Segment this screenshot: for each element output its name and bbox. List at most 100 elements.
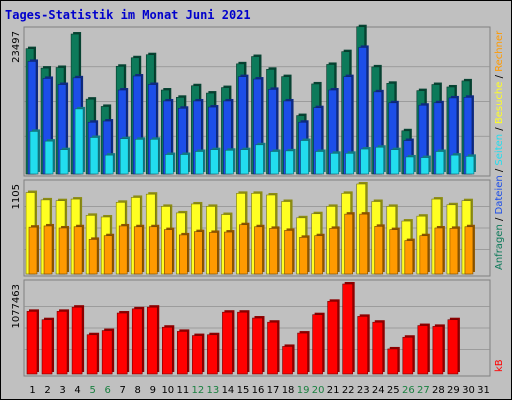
bar-seiten-15 xyxy=(240,147,251,175)
bar-seiten-21 xyxy=(330,151,341,175)
kb-panel: 1077463 xyxy=(11,279,491,377)
legend-part: Rechner xyxy=(494,30,505,72)
bar-kb-16 xyxy=(252,316,265,375)
bar-kb-19 xyxy=(297,331,310,375)
x-tick-label: 9 xyxy=(150,385,156,396)
bar-seiten-14 xyxy=(225,148,236,175)
bar-kb-8 xyxy=(131,306,145,375)
bar-rechner-16 xyxy=(254,224,265,275)
x-tick-label: 4 xyxy=(74,385,80,396)
bar-seiten-13 xyxy=(210,147,221,175)
x-tick-label: 17 xyxy=(267,385,280,396)
bar-seiten-1 xyxy=(29,129,40,175)
legend-part: / xyxy=(494,214,505,224)
requests-panel: 23497 xyxy=(11,24,491,177)
bar-seiten-16 xyxy=(255,142,266,175)
x-tick-label: 31 xyxy=(477,385,490,396)
bar-kb-25 xyxy=(387,346,400,375)
bar-kb-21 xyxy=(327,299,340,375)
bar-seiten-27 xyxy=(420,155,431,175)
bar-kb-1 xyxy=(26,309,39,375)
x-tick-label: 19 xyxy=(297,385,310,396)
bar-kb-22 xyxy=(342,282,355,375)
bar-seiten-3 xyxy=(59,147,71,175)
x-tick-label: 28 xyxy=(432,385,445,396)
bar-rechner-18 xyxy=(284,228,295,275)
x-tick-label: 24 xyxy=(372,385,385,396)
bar-seiten-17 xyxy=(270,149,281,175)
bar-rechner-20 xyxy=(314,233,325,275)
bar-kb-6 xyxy=(101,328,115,375)
x-tick-label: 7 xyxy=(120,385,126,396)
x-tick-label: 13 xyxy=(207,385,220,396)
bar-seiten-12 xyxy=(195,149,206,175)
x-tick-label: 11 xyxy=(176,385,189,396)
x-tick-label: 3 xyxy=(59,385,65,396)
bar-kb-7 xyxy=(116,311,130,375)
x-tick-label: 5 xyxy=(89,385,95,396)
x-tick-label: 18 xyxy=(282,385,295,396)
bar-seiten-20 xyxy=(315,149,326,175)
bar-kb-29 xyxy=(447,317,460,375)
bar-rechner-7 xyxy=(118,223,130,275)
y-max-label: 1077463 xyxy=(11,284,22,329)
bar-seiten-7 xyxy=(119,136,131,175)
legend-part: / xyxy=(494,166,505,176)
bar-rechner-5 xyxy=(88,237,100,275)
bar-kb-20 xyxy=(312,312,325,375)
x-tick-label: 20 xyxy=(312,385,325,396)
bar-rechner-14 xyxy=(224,230,235,275)
bar-seiten-18 xyxy=(285,148,296,175)
bar-seiten-22 xyxy=(345,151,356,175)
bar-seiten-19 xyxy=(300,138,311,175)
bar-rechner-9 xyxy=(148,224,160,275)
bar-rechner-27 xyxy=(419,233,430,275)
bar-rechner-28 xyxy=(434,225,445,275)
visits-panel: 1105 xyxy=(11,179,491,277)
bar-rechner-24 xyxy=(374,224,385,275)
bar-rechner-11 xyxy=(179,232,190,275)
x-tick-label: 23 xyxy=(357,385,370,396)
x-tick-label: 16 xyxy=(252,385,265,396)
bar-kb-14 xyxy=(222,310,235,375)
bar-rechner-26 xyxy=(404,238,415,275)
bar-seiten-10 xyxy=(164,152,176,175)
x-tick-label: 14 xyxy=(222,385,235,396)
legend-part: kB xyxy=(494,359,505,372)
bar-seiten-5 xyxy=(89,135,101,175)
bar-kb-4 xyxy=(71,305,85,375)
x-axis-labels: 1 2 3 4 5 6 7 8 9 10 11 12 13 14 15 16 17 18 19 20 21 22 23 24 2… xyxy=(29,385,490,396)
bar-rechner-13 xyxy=(209,230,220,275)
bar-kb-10 xyxy=(161,325,175,375)
bar-seiten-25 xyxy=(390,147,401,175)
x-tick-label: 8 xyxy=(135,385,141,396)
chart-title: Tages-Statistik im Monat Juni 2021 xyxy=(5,8,251,22)
bar-rechner-29 xyxy=(449,226,460,275)
bar-rechner-4 xyxy=(73,224,85,275)
bar-kb-9 xyxy=(146,305,160,375)
bar-seiten-11 xyxy=(180,152,191,175)
bar-seiten-23 xyxy=(360,147,371,175)
bar-seiten-28 xyxy=(435,149,446,175)
bar-kb-27 xyxy=(417,323,430,375)
bar-rechner-1 xyxy=(28,225,39,275)
bar-rechner-6 xyxy=(103,233,115,275)
legend-part: Anfragen xyxy=(494,224,505,270)
bar-kb-17 xyxy=(267,320,280,375)
bar-seiten-6 xyxy=(104,153,116,175)
bar-rechner-17 xyxy=(269,226,280,275)
bar-rechner-2 xyxy=(43,223,55,275)
bar-kb-3 xyxy=(56,309,70,375)
bar-kb-12 xyxy=(192,333,205,375)
bar-seiten-29 xyxy=(450,153,461,175)
bar-kb-24 xyxy=(372,320,385,375)
x-tick-label: 27 xyxy=(417,385,430,396)
legend-part: / xyxy=(494,72,505,82)
bar-rechner-12 xyxy=(194,229,205,275)
bar-kb-11 xyxy=(177,329,190,375)
bar-rechner-23 xyxy=(359,212,370,275)
legend-top: Anfragen / Dateien / Seiten / Besuche / … xyxy=(494,30,505,270)
x-tick-label: 10 xyxy=(161,385,174,396)
bar-rechner-22 xyxy=(344,212,355,275)
